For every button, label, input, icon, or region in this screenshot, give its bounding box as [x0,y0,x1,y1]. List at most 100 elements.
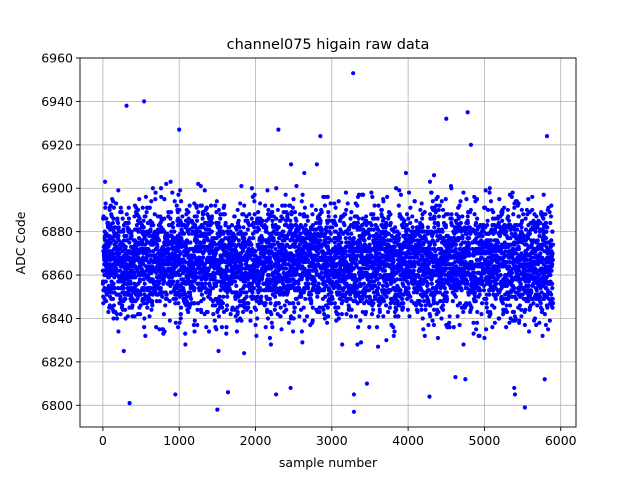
data-point [118,312,123,317]
data-point [151,279,157,284]
data-point [106,309,111,315]
data-point [221,231,226,236]
data-point [194,214,199,219]
data-point [426,322,431,328]
data-point [162,279,167,284]
data-point [422,333,427,338]
data-point [328,231,333,236]
data-point [319,227,325,232]
data-point [461,342,466,347]
data-point [115,220,121,226]
data-point [115,216,120,221]
data-point [474,327,479,332]
data-point [214,283,219,289]
data-point [178,316,183,321]
data-point [343,249,348,254]
data-point [473,299,478,304]
data-point [422,210,427,215]
data-point [114,312,119,317]
data-point [388,212,393,217]
data-point [163,303,168,308]
data-point [123,296,128,302]
data-point [158,186,164,191]
data-point [305,285,311,291]
data-point [281,229,286,234]
data-point [363,214,369,219]
data-point [250,290,255,295]
data-point [256,227,262,232]
data-point [421,327,426,332]
data-point [436,223,441,228]
data-point [444,290,449,295]
data-point [271,238,276,243]
data-point [460,236,465,241]
data-point [402,218,407,223]
data-point [155,231,160,236]
data-point [384,338,389,343]
data-point [251,236,256,241]
data-point [164,292,169,297]
data-point [232,279,238,284]
data-point [211,312,216,317]
data-point [172,229,177,234]
data-point [111,216,116,221]
data-point [176,192,181,197]
data-point [147,249,152,254]
data-point [127,240,132,245]
data-point [160,290,165,295]
data-point [315,294,320,299]
data-point [141,218,146,223]
data-point [143,194,149,200]
data-point [181,231,187,236]
data-point [180,214,185,219]
data-point [296,301,301,306]
data-point [266,207,271,213]
data-point [381,216,386,221]
data-point [321,307,326,312]
data-point [265,188,270,193]
data-point [107,207,112,213]
data-point [113,225,118,230]
data-point [153,190,158,195]
data-point [318,218,323,223]
data-point [456,216,461,221]
data-point [209,214,215,219]
data-point [434,253,439,258]
data-point [460,214,465,219]
data-point [154,299,159,304]
data-point [263,301,268,306]
data-point [269,312,274,317]
data-point [111,205,116,210]
data-point [219,325,225,330]
data-point [353,314,359,319]
data-point [158,285,163,291]
data-point [143,214,148,219]
data-point [396,236,402,241]
data-point [410,225,415,230]
data-point [316,281,321,286]
data-point [252,192,257,197]
data-point [198,183,203,189]
data-point [376,314,381,319]
data-point [118,294,123,299]
data-point [224,331,229,336]
data-point [466,246,471,252]
data-point [464,196,469,202]
data-point [330,296,335,302]
data-point [116,233,121,239]
data-point [282,283,287,289]
data-point [436,207,441,213]
data-point [128,281,133,286]
data-point [138,292,143,297]
data-point [451,325,456,330]
data-point [171,279,176,284]
data-point [144,210,149,215]
data-point [324,320,330,325]
data-point [363,309,369,315]
data-point [472,212,477,217]
data-point [479,312,484,317]
data-point [423,307,428,312]
data-point [381,299,387,304]
data-point [308,292,314,297]
data-point [265,316,271,321]
